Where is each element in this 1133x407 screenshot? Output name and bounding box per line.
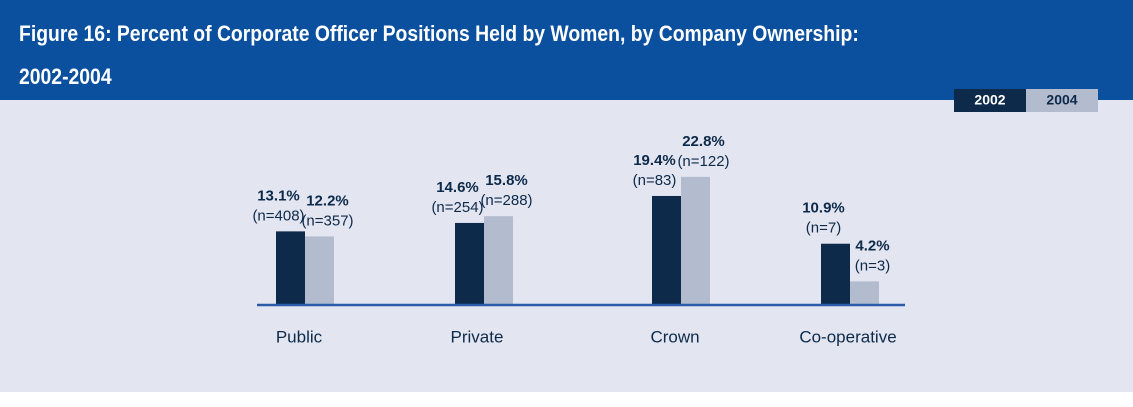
bar [850, 281, 879, 305]
plot-background [0, 100, 1133, 392]
sample-label: (n=254) [431, 199, 483, 216]
value-label: 12.2% [306, 192, 349, 209]
sample-label: (n=288) [480, 192, 532, 209]
sample-label: (n=122) [677, 153, 729, 170]
header: Figure 16: Percent of Corporate Officer … [0, 0, 1133, 100]
x-tick-label: Private [451, 327, 504, 346]
sample-label: (n=408) [252, 207, 304, 224]
value-label: 13.1% [257, 187, 300, 204]
sample-label: (n=83) [633, 172, 677, 189]
sample-label: (n=3) [855, 257, 890, 274]
value-label: 14.6% [436, 179, 479, 196]
bar [455, 222, 484, 305]
bar [484, 216, 513, 305]
value-label: 4.2% [855, 237, 889, 254]
value-label: 15.8% [485, 172, 528, 189]
bar [652, 195, 681, 305]
value-label: 22.8% [682, 133, 725, 150]
legend-label: 2002 [974, 92, 1005, 108]
bar [821, 243, 850, 305]
sample-label: (n=7) [806, 220, 841, 237]
sample-label: (n=357) [301, 212, 353, 229]
x-tick-label: Co-operative [799, 327, 896, 346]
value-label: 10.9% [802, 200, 845, 217]
legend-swatch [954, 89, 1026, 112]
x-tick-label: Public [276, 327, 323, 346]
bar [276, 231, 305, 305]
value-label: 19.4% [633, 152, 676, 169]
chart-title: Figure 16: Percent of Corporate Officer … [19, 21, 859, 89]
legend-label: 2004 [1046, 92, 1077, 108]
legend-swatch [1026, 89, 1098, 112]
bar [681, 176, 710, 305]
bar [305, 236, 334, 305]
x-tick-label: Crown [650, 327, 699, 346]
